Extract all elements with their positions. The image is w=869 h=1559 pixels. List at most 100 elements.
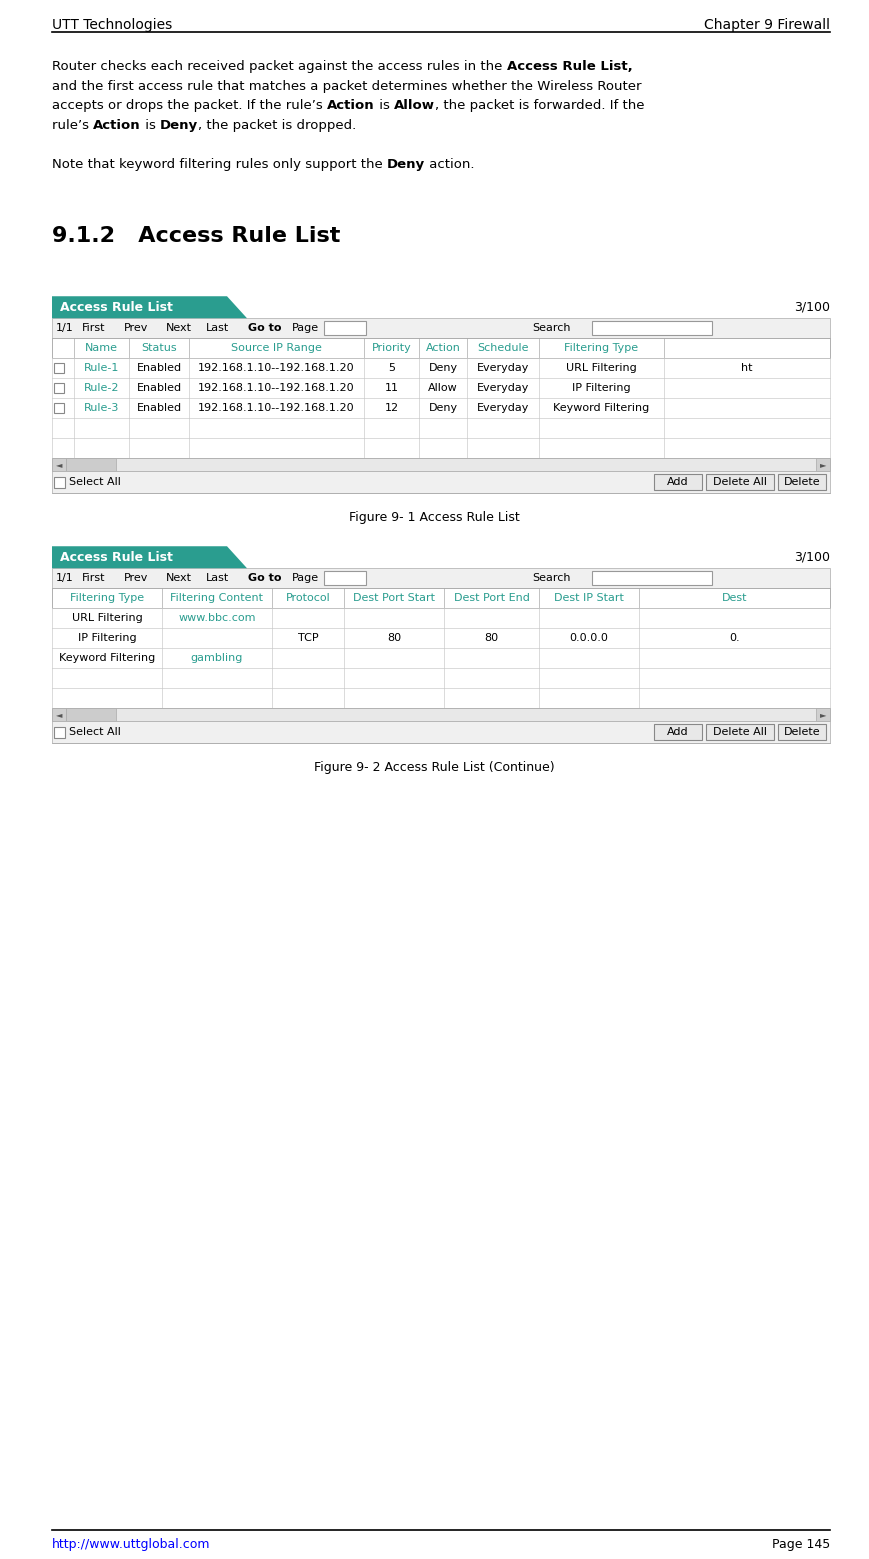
Text: Delete: Delete <box>784 726 820 737</box>
Text: Action: Action <box>327 100 375 112</box>
Text: First: First <box>82 323 105 334</box>
Text: Prev: Prev <box>124 323 149 334</box>
Text: Dest Port Start: Dest Port Start <box>353 594 435 603</box>
Text: http://www.uttglobal.com: http://www.uttglobal.com <box>52 1539 210 1551</box>
Text: Deny: Deny <box>428 404 458 413</box>
Text: Page: Page <box>292 323 319 334</box>
Text: 3/100: 3/100 <box>794 301 830 313</box>
Text: ◄: ◄ <box>56 460 63 469</box>
Text: Keyword Filtering: Keyword Filtering <box>59 653 156 663</box>
Text: Priority: Priority <box>372 343 411 354</box>
FancyBboxPatch shape <box>54 477 65 488</box>
Text: Go to: Go to <box>248 574 282 583</box>
Text: Everyday: Everyday <box>477 404 529 413</box>
Text: Everyday: Everyday <box>477 384 529 393</box>
Text: 5: 5 <box>388 363 395 373</box>
Text: Search: Search <box>532 323 571 334</box>
Text: Rule-2: Rule-2 <box>83 384 119 393</box>
Text: 80: 80 <box>484 633 499 644</box>
Text: 0.0.0.0: 0.0.0.0 <box>569 633 608 644</box>
FancyBboxPatch shape <box>706 474 774 490</box>
Text: 80: 80 <box>387 633 401 644</box>
Text: Next: Next <box>166 323 192 334</box>
Text: IP Filtering: IP Filtering <box>572 384 631 393</box>
Text: gambling: gambling <box>191 653 243 663</box>
Text: is: is <box>375 100 394 112</box>
Text: UTT Technologies: UTT Technologies <box>52 19 172 33</box>
Text: TCP: TCP <box>298 633 318 644</box>
FancyBboxPatch shape <box>706 725 774 741</box>
FancyBboxPatch shape <box>54 384 64 393</box>
FancyBboxPatch shape <box>52 359 830 379</box>
Text: Dest IP Start: Dest IP Start <box>554 594 624 603</box>
FancyBboxPatch shape <box>324 571 366 585</box>
Text: Page 145: Page 145 <box>772 1539 830 1551</box>
Text: is: is <box>141 118 160 131</box>
Text: Enabled: Enabled <box>136 384 182 393</box>
Text: 3/100: 3/100 <box>794 550 830 564</box>
Text: Dest: Dest <box>722 594 747 603</box>
FancyBboxPatch shape <box>52 722 830 744</box>
FancyBboxPatch shape <box>778 474 826 490</box>
Text: Add: Add <box>667 477 689 488</box>
Text: 1/1: 1/1 <box>56 574 74 583</box>
FancyBboxPatch shape <box>52 649 830 669</box>
FancyBboxPatch shape <box>52 438 830 458</box>
FancyBboxPatch shape <box>66 458 116 471</box>
Text: Next: Next <box>166 574 192 583</box>
FancyBboxPatch shape <box>66 708 116 722</box>
FancyBboxPatch shape <box>52 398 830 418</box>
Text: URL Filtering: URL Filtering <box>566 363 637 373</box>
Text: Figure 9- 1 Access Rule List: Figure 9- 1 Access Rule List <box>349 511 520 524</box>
FancyBboxPatch shape <box>52 458 830 471</box>
Text: rule’s: rule’s <box>52 118 93 131</box>
FancyBboxPatch shape <box>816 708 830 722</box>
Text: Prev: Prev <box>124 574 149 583</box>
FancyBboxPatch shape <box>52 567 830 588</box>
Text: Search: Search <box>532 574 571 583</box>
Text: Filtering Type: Filtering Type <box>70 594 144 603</box>
FancyBboxPatch shape <box>654 474 702 490</box>
Text: Delete: Delete <box>784 477 820 488</box>
Text: 9.1.2   Access Rule List: 9.1.2 Access Rule List <box>52 226 341 246</box>
Text: Allow: Allow <box>394 100 434 112</box>
FancyBboxPatch shape <box>52 458 66 471</box>
FancyBboxPatch shape <box>52 669 830 688</box>
Text: 11: 11 <box>384 384 399 393</box>
FancyBboxPatch shape <box>592 571 712 585</box>
Text: Router checks each received packet against the access rules in the: Router checks each received packet again… <box>52 59 507 73</box>
FancyBboxPatch shape <box>592 321 712 335</box>
Text: Filtering Type: Filtering Type <box>565 343 639 354</box>
Text: ◄: ◄ <box>56 711 63 719</box>
Text: Enabled: Enabled <box>136 363 182 373</box>
Text: Rule-1: Rule-1 <box>83 363 119 373</box>
Text: , the packet is forwarded. If the: , the packet is forwarded. If the <box>434 100 644 112</box>
Text: 0.: 0. <box>729 633 740 644</box>
Text: Page: Page <box>292 574 319 583</box>
FancyBboxPatch shape <box>52 608 830 628</box>
Text: Access Rule List: Access Rule List <box>60 301 173 313</box>
Text: accepts or drops the packet. If the rule’s: accepts or drops the packet. If the rule… <box>52 100 327 112</box>
Text: Deny: Deny <box>387 157 425 170</box>
FancyBboxPatch shape <box>816 458 830 471</box>
FancyBboxPatch shape <box>52 588 830 608</box>
Text: First: First <box>82 574 105 583</box>
Text: URL Filtering: URL Filtering <box>71 613 143 624</box>
Text: Chapter 9 Firewall: Chapter 9 Firewall <box>704 19 830 33</box>
Text: Protocol: Protocol <box>286 594 330 603</box>
Text: Action: Action <box>93 118 141 131</box>
Text: Select All: Select All <box>69 726 121 737</box>
FancyBboxPatch shape <box>52 628 830 649</box>
FancyBboxPatch shape <box>52 418 830 438</box>
Text: Filtering Content: Filtering Content <box>170 594 263 603</box>
Text: Deny: Deny <box>160 118 198 131</box>
FancyBboxPatch shape <box>52 471 830 493</box>
FancyBboxPatch shape <box>324 321 366 335</box>
Text: Source IP Range: Source IP Range <box>231 343 322 354</box>
Text: Deny: Deny <box>428 363 458 373</box>
Text: ►: ► <box>819 711 826 719</box>
Text: ht: ht <box>741 363 753 373</box>
Text: Keyword Filtering: Keyword Filtering <box>554 404 650 413</box>
Text: 192.168.1.10--192.168.1.20: 192.168.1.10--192.168.1.20 <box>198 384 355 393</box>
Text: ►: ► <box>819 460 826 469</box>
